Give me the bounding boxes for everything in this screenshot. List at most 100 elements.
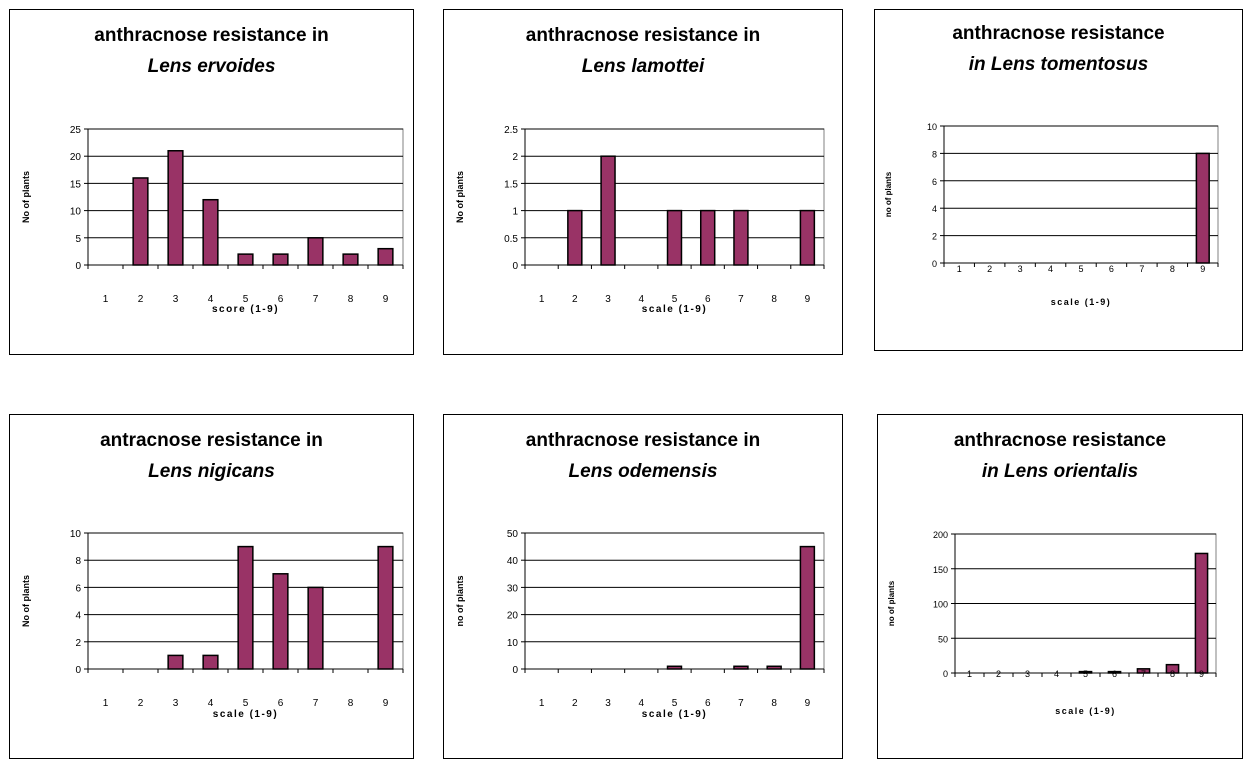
y-tick-label: 10 [70,207,82,218]
y-tick-label: 2 [512,152,518,163]
chart-panel-orientalis: anthracnose resistance in Lens orientali… [877,414,1243,759]
y-tick-label: 30 [507,583,519,594]
chart-title: anthracnose resistance in Lens tomentosu… [875,18,1242,80]
x-tick-label: 1 [539,294,545,305]
x-tick-label: 8 [771,698,777,709]
y-tick-label: 10 [927,122,937,132]
x-tick-label: 1 [957,264,962,274]
bar-7 [733,209,749,266]
y-tick-label: 0 [932,259,937,269]
x-tick-label: 7 [738,698,744,709]
y-tick-label: 4 [75,611,81,622]
chart-title-line2: Lens nigicans [148,461,275,482]
y-tick-label: 8 [75,556,81,567]
bar-5 [666,209,683,266]
x-tick-label: 3 [1018,264,1023,274]
chart-panel-ervoides: anthracnose resistance in Lens ervoides … [9,9,414,355]
bar-chart-lamottei: 0 0.5 1 1.5 2 2.5 1 2 3 4 5 6 7 8 9 scale (1-9) No of pl… [455,125,825,315]
bar-2 [567,209,583,266]
bar-7 [307,237,324,266]
x-tick-label: 4 [208,698,214,709]
y-tick-label: 20 [70,152,82,163]
x-tick-label: 6 [1112,669,1117,679]
chart-panel-odemensis: anthracnose resistance in Lens odemensis… [443,414,843,759]
x-tick-label: 2 [138,294,144,305]
x-tick-label: 4 [1054,669,1059,679]
bar-9 [1195,152,1210,264]
x-tick-label: 7 [313,698,319,709]
y-tick-label: 2 [75,638,81,649]
x-axis-title: scale (1-9) [642,304,707,315]
x-tick-label: 5 [243,698,249,709]
bar-3 [600,155,616,266]
bar-3 [167,654,184,670]
y-tick-label: 40 [507,556,519,567]
x-tick-label: 9 [805,294,811,305]
x-tick-label: 2 [572,698,578,709]
x-tick-label: 9 [383,294,389,305]
x-tick-label: 3 [605,698,611,709]
chart-title-line2: Lens odemensis [568,461,718,482]
x-tick-label: 8 [1170,264,1175,274]
chart-title-line1: antracnose resistance in [100,430,323,451]
x-tick-label: 7 [1139,264,1144,274]
y-tick-label: 6 [75,583,81,594]
y-axis-title: no of plants [455,576,465,627]
x-tick-label: 8 [348,698,354,709]
x-tick-label: 6 [278,698,284,709]
y-tick-label: 0 [943,669,948,679]
bar-4 [202,198,219,266]
x-tick-label: 9 [805,698,811,709]
y-tick-label: 10 [507,638,519,649]
chart-panel-lamottei: anthracnose resistance in Lens lamottei … [443,9,843,355]
plot-area [524,532,825,670]
chart-title-line1: anthracnose resistance in [525,430,761,451]
bar-chart-orientalis: 0 50 100 150 200 1 2 3 4 5 6 7 8 9 scale (1-9) no of pl… [887,530,1217,716]
chart-panel-tomentosus: anthracnose resistance in Lens tomentosu… [874,9,1243,351]
x-tick-label: 6 [705,294,711,305]
chart-title: anthracnose resistance in Lens ervoides [10,20,413,82]
y-tick-label: 1.5 [504,179,518,190]
y-tick-label: 20 [507,611,519,622]
x-tick-label: 5 [243,294,249,305]
x-tick-label: 2 [987,264,992,274]
chart-title-line2: Lens lamottei [581,56,705,77]
y-tick-label: 1 [512,207,518,218]
x-axis-title: score (1-9) [212,304,279,315]
y-axis-title: no of plants [884,171,893,217]
bar-6 [272,253,289,266]
y-tick-label: 25 [70,125,82,136]
x-axis-title: scale (1-9) [1055,706,1116,716]
x-tick-label: 1 [539,698,545,709]
x-tick-label: 3 [173,698,179,709]
chart-title-line2: in Lens orientalis [981,461,1139,482]
x-tick-label: 7 [313,294,319,305]
x-tick-label: 5 [672,698,678,709]
y-tick-label: 50 [507,529,519,540]
bar-6 [272,573,289,670]
x-tick-label: 1 [967,669,972,679]
bar-chart-ervoides: 0 5 10 15 20 25 1 2 3 4 5 6 7 8 9 score (1-9) No of plan… [21,125,404,315]
bar-7 [307,586,324,670]
y-tick-label: 2 [932,232,937,242]
x-tick-label: 8 [348,294,354,305]
x-tick-label: 9 [1200,264,1205,274]
y-tick-label: 4 [932,204,937,214]
y-tick-label: 50 [938,634,948,644]
x-tick-label: 6 [705,698,711,709]
x-tick-label: 8 [1170,669,1175,679]
y-tick-label: 200 [933,530,948,540]
bar-9 [799,545,816,670]
x-tick-label: 9 [1199,669,1204,679]
y-tick-label: 2.5 [504,125,518,136]
chart-title: anthracnose resistance in Lens odemensis [444,425,842,487]
plot-area [943,125,1219,264]
chart-title: antracnose resistance in Lens nigicans [10,425,413,487]
y-tick-label: 150 [933,565,948,575]
y-tick-label: 15 [70,179,82,190]
x-tick-label: 7 [1141,669,1146,679]
bar-8 [342,253,359,266]
bar-5 [237,253,254,266]
y-axis-title: No of plants [21,171,31,223]
